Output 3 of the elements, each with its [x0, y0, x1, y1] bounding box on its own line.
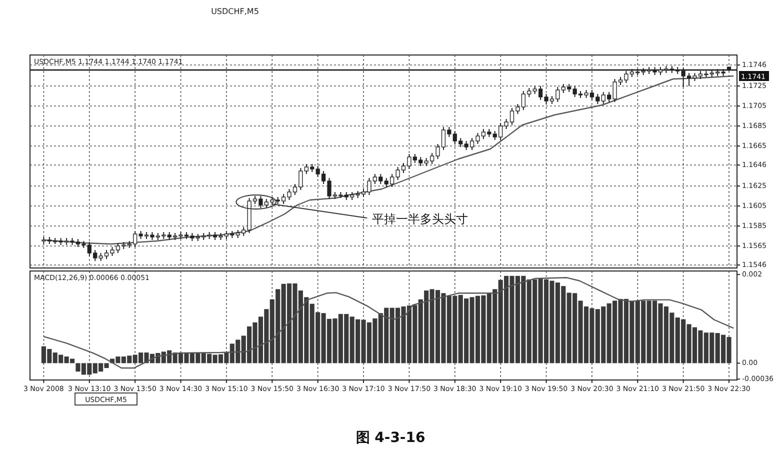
caption: 图 4-3-16	[356, 430, 426, 446]
annotation: 平掉一半多头头寸	[372, 212, 468, 226]
chart-title: USDCHF,M5	[211, 7, 259, 16]
